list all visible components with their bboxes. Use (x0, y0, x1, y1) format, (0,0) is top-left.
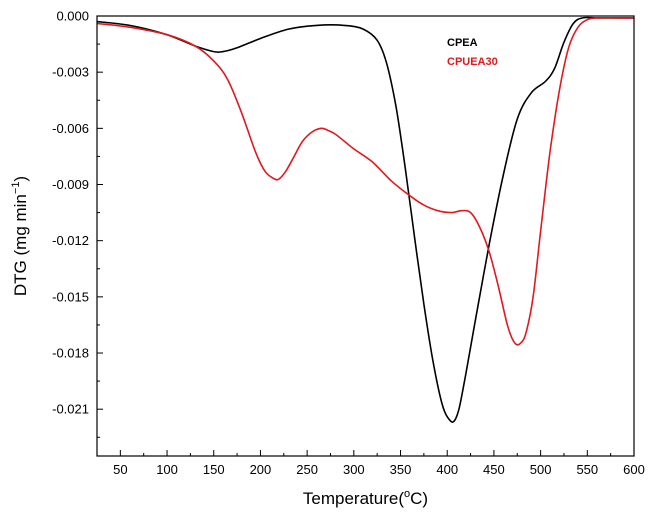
x-axis-title: Temperature(oC) (303, 488, 428, 508)
y-tick-label: -0.018 (52, 346, 89, 361)
x-tick-label: 150 (203, 462, 225, 477)
y-tick-label: -0.012 (52, 233, 89, 248)
y-tick-label: -0.003 (52, 65, 89, 80)
y-axis-title: DTG (mg min−1) (10, 176, 30, 296)
x-tick-label: 500 (530, 462, 552, 477)
x-tick-label: 400 (436, 462, 458, 477)
x-tick-label: 550 (576, 462, 598, 477)
series-line-cpuea30 (97, 18, 634, 345)
y-axis-title-main: DTG (mg min (11, 194, 30, 296)
x-tick-label: 300 (343, 462, 365, 477)
y-tick-label: 0.000 (56, 9, 89, 24)
x-tick-label: 50 (113, 462, 127, 477)
x-tick-label: 200 (250, 462, 272, 477)
x-tick-label: 250 (296, 462, 318, 477)
x-tick-label: 100 (156, 462, 178, 477)
x-tick-label: 600 (623, 462, 645, 477)
x-axis-title-unit: C) (410, 489, 428, 508)
series-line-cpea (97, 17, 634, 422)
y-tick-label: -0.015 (52, 289, 89, 304)
y-axis-ticks: 0.000 -0.003 -0.006 -0.009 -0.012 -0.015 -0.01… (52, 9, 103, 438)
x-axis-title-main: Temperature( (303, 489, 404, 508)
legend-label-cpea: CPEA (447, 37, 478, 49)
legend-label-cpuea30: CPUEA30 (447, 56, 498, 68)
x-axis-ticks: 50 100 150 200 250 300 350 400 450 500 550 600 (97, 450, 645, 477)
x-tick-label: 350 (390, 462, 412, 477)
y-tick-label: -0.021 (52, 402, 89, 417)
plot-frame (97, 16, 634, 456)
y-axis-title-exponent: −1 (10, 182, 22, 195)
x-tick-label: 450 (483, 462, 505, 477)
y-tick-label: -0.009 (52, 177, 89, 192)
y-axis-title-tail: ) (11, 176, 30, 182)
legend: CPEA CPUEA30 (447, 37, 498, 68)
y-tick-label: -0.006 (52, 121, 89, 136)
plot-lines (97, 17, 634, 422)
